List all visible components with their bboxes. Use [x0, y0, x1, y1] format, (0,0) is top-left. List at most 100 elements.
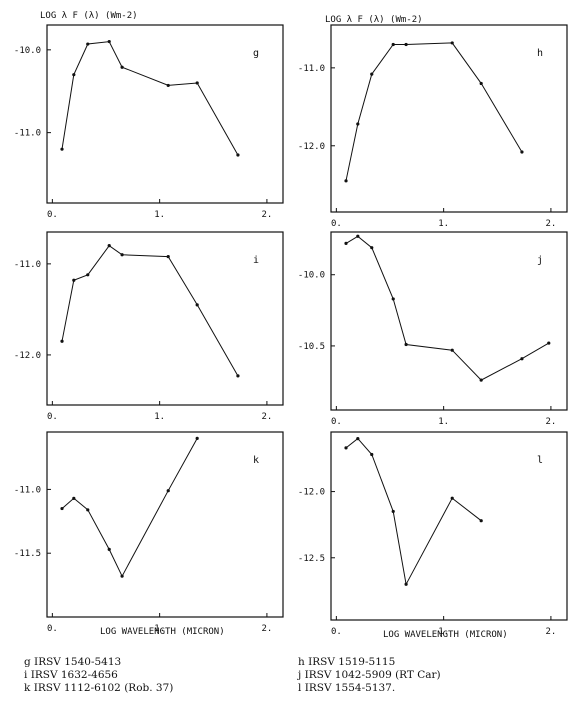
- data-point-l: [450, 496, 454, 500]
- data-point-h: [356, 122, 360, 126]
- data-point-k: [195, 436, 199, 440]
- data-point-g: [72, 73, 76, 77]
- panel-label-h: h: [537, 48, 543, 59]
- data-point-l: [391, 509, 395, 514]
- data-point-g: [60, 147, 64, 151]
- data-point-l: [404, 582, 408, 586]
- caption-g: g IRSV 1540-5413: [24, 656, 122, 668]
- panel-label-g: g: [253, 48, 259, 59]
- data-point-j: [344, 241, 348, 245]
- caption-l: l IRSV 1554-5137.: [298, 682, 396, 694]
- y-tick-label-g: -10.0: [14, 46, 41, 56]
- data-point-h: [520, 150, 524, 154]
- data-point-j: [370, 246, 374, 250]
- x-tick-label-l: 1.: [438, 627, 449, 637]
- series-line-i: [61, 245, 239, 377]
- series-line-l: [345, 437, 482, 586]
- data-point-j: [547, 341, 551, 345]
- data-point-h: [391, 42, 395, 47]
- x-tick-label-g: 0.: [47, 210, 58, 220]
- data-point-h: [450, 41, 454, 45]
- panel-frame-g: [46, 24, 284, 204]
- x-tick-label-k: 1.: [154, 624, 165, 634]
- panel-label-k: k: [253, 455, 259, 466]
- y-tick-label-k: -11.5: [14, 549, 41, 559]
- data-point-g: [86, 42, 90, 46]
- data-point-l: [479, 519, 483, 523]
- panel-label-i: i: [253, 255, 259, 266]
- series-line-j: [345, 235, 550, 381]
- caption-j: j IRSV 1042-5909 (RT Car): [298, 669, 441, 681]
- caption-k: k IRSV 1112-6102 (Rob. 37): [24, 682, 174, 694]
- data-point-k: [60, 506, 64, 511]
- y-axis-title-left: LOG λ F (λ) (Wm-2): [40, 11, 138, 21]
- data-point-g: [120, 65, 124, 69]
- data-point-l: [370, 452, 374, 457]
- x-tick-label-h: 2.: [545, 219, 556, 229]
- y-axis-title-right: LOG λ F (λ) (Wm-2): [325, 15, 423, 25]
- series-line-k: [61, 438, 198, 578]
- caption-i: i IRSV 1632-4656: [24, 669, 118, 681]
- data-point-l: [356, 437, 360, 441]
- data-point-h: [344, 179, 348, 183]
- data-point-j: [356, 234, 360, 238]
- data-point-g: [236, 153, 240, 157]
- y-tick-label-k: -11.0: [14, 485, 41, 495]
- data-point-j: [404, 342, 408, 347]
- data-point-k: [72, 496, 76, 500]
- data-point-l: [344, 446, 348, 450]
- y-tick-label-g: -11.0: [14, 129, 41, 139]
- x-tick-label-h: 1.: [438, 219, 449, 229]
- y-tick-label-j: -10.5: [298, 342, 325, 352]
- x-tick-label-k: 2.: [261, 624, 272, 634]
- series-line-g: [61, 41, 239, 156]
- x-tick-label-l: 2.: [545, 627, 556, 637]
- series-line-h: [345, 42, 523, 181]
- data-point-j: [450, 348, 454, 352]
- x-tick-label-h: 0.: [331, 219, 342, 229]
- y-tick-label-h: -11.0: [298, 64, 325, 74]
- data-point-g: [107, 39, 111, 44]
- data-point-j: [391, 297, 395, 301]
- captions-left: g IRSV 1540-5413 i IRSV 1632-4656 k IRSV…: [24, 656, 173, 695]
- data-point-i: [195, 303, 199, 307]
- y-tick-label-i: -11.0: [14, 260, 41, 270]
- x-tick-label-l: 0.: [331, 627, 342, 637]
- chart-grid: LOG λ F (λ) (Wm-2) LOG λ F (λ) (Wm-2) LO…: [14, 11, 568, 640]
- x-tick-label-j: 2.: [545, 417, 556, 427]
- x-tick-label-g: 2.: [261, 210, 272, 220]
- data-point-k: [166, 489, 170, 493]
- caption-h: h IRSV 1519-5115: [298, 656, 396, 668]
- x-tick-label-g: 1.: [154, 210, 165, 220]
- data-point-i: [236, 374, 240, 378]
- data-point-i: [72, 278, 76, 282]
- data-point-i: [60, 339, 64, 343]
- panel-label-j: j: [537, 255, 543, 266]
- x-tick-label-k: 0.: [47, 624, 58, 634]
- data-point-i: [86, 273, 90, 277]
- x-axis-title-left: LOG WAVELENGTH (MICRON): [100, 627, 225, 637]
- data-point-i: [120, 253, 124, 257]
- x-tick-label-i: 1.: [154, 412, 165, 422]
- data-point-k: [107, 547, 111, 551]
- panel-frame-h: [330, 24, 568, 213]
- y-tick-label-h: -12.0: [298, 142, 325, 152]
- data-point-i: [107, 244, 111, 248]
- data-point-k: [86, 508, 90, 512]
- data-point-j: [520, 357, 524, 361]
- y-tick-label-j: -10.0: [298, 271, 325, 281]
- data-point-h: [404, 42, 408, 47]
- x-tick-label-i: 0.: [47, 412, 58, 422]
- panel-label-l: l: [537, 455, 543, 466]
- panel-frame-j: [330, 231, 568, 411]
- x-axis-title-right: LOG WAVELENGTH (MICRON): [383, 630, 508, 640]
- x-tick-label-j: 0.: [331, 417, 342, 427]
- data-point-h: [370, 72, 374, 76]
- data-point-i: [166, 254, 170, 259]
- y-tick-label-l: -12.0: [298, 488, 325, 498]
- data-point-j: [479, 378, 483, 382]
- x-tick-label-j: 1.: [438, 417, 449, 427]
- data-point-k: [120, 574, 124, 578]
- data-point-h: [479, 81, 483, 86]
- panel-frame-k: [46, 431, 284, 618]
